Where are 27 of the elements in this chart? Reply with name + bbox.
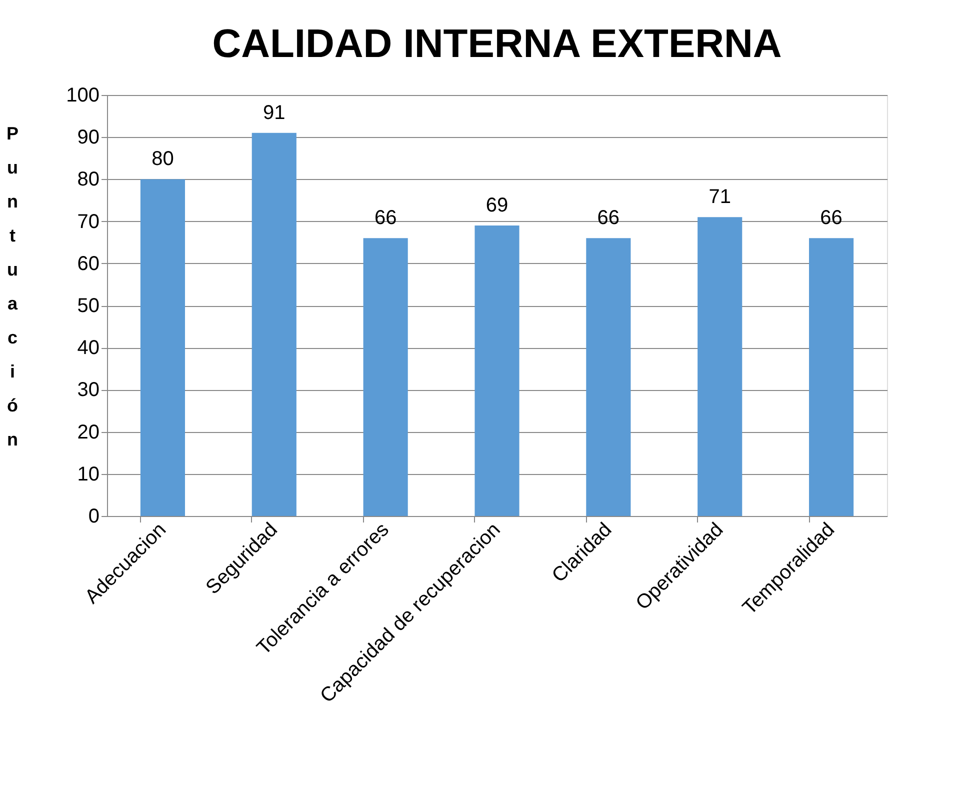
data-label: 80 xyxy=(152,148,174,170)
bar xyxy=(809,238,854,516)
y-tick-label: 0 xyxy=(88,506,100,528)
y-tick-label: 30 xyxy=(77,379,100,402)
y-tick-label: 10 xyxy=(77,463,100,486)
y-tick-label: 70 xyxy=(77,210,100,233)
data-label: 71 xyxy=(708,186,731,208)
y-tick-label: 100 xyxy=(66,84,100,106)
text: Puntuación xyxy=(6,124,19,450)
data-label: 91 xyxy=(263,102,286,124)
y-tick-label: 80 xyxy=(77,168,100,191)
bar xyxy=(140,179,185,516)
y-tick-label: 40 xyxy=(77,337,100,360)
data-label: 66 xyxy=(597,207,620,230)
bar xyxy=(586,238,631,516)
bar xyxy=(363,238,408,516)
data-label: 69 xyxy=(486,194,508,217)
y-tick-label: 90 xyxy=(77,126,100,149)
bar xyxy=(474,226,520,516)
y-tick-label: 60 xyxy=(77,252,100,275)
data-label: 66 xyxy=(374,207,397,230)
data-label: 66 xyxy=(820,207,842,230)
bar xyxy=(698,217,742,516)
y-tick-label: 20 xyxy=(77,421,100,444)
y-tick-label: 50 xyxy=(77,295,100,317)
bar xyxy=(252,132,296,516)
chart-title: CALIDAD INTERNA EXTERNA xyxy=(212,22,782,66)
